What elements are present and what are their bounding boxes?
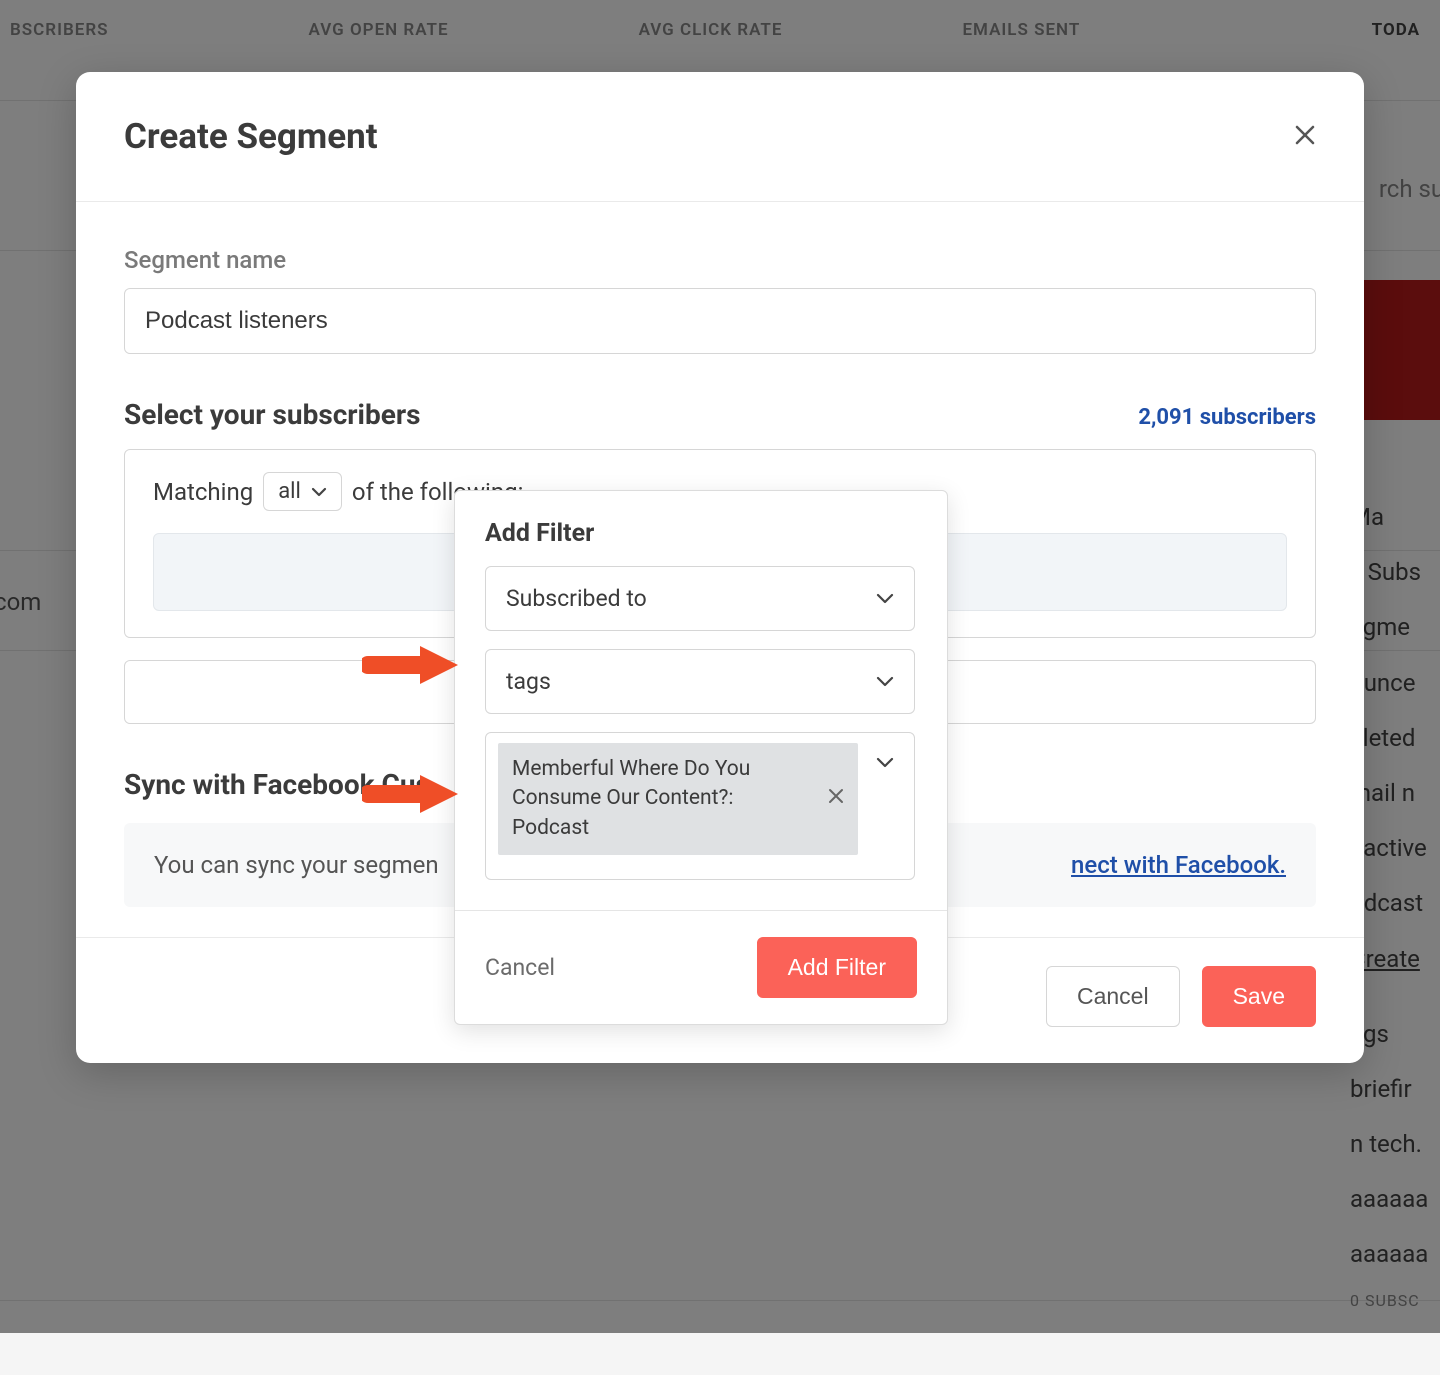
segment-name-input[interactable] [124, 288, 1316, 354]
remove-tag-icon[interactable] [828, 755, 844, 811]
filter-condition-select[interactable]: Subscribed to [485, 566, 915, 631]
modal-title: Create Segment [124, 116, 378, 157]
popover-footer: Cancel Add Filter [455, 910, 947, 1024]
add-filter-title: Add Filter [485, 519, 917, 548]
segment-name-label: Segment name [124, 246, 1316, 274]
chevron-down-icon [311, 487, 327, 497]
selected-tag-text: Memberful Where Do You Consume Our Conte… [512, 755, 812, 843]
filter-field-value: tags [506, 668, 551, 695]
chevron-down-icon [876, 593, 894, 604]
selected-tag-chip: Memberful Where Do You Consume Our Conte… [498, 743, 858, 855]
popover-add-filter-button[interactable]: Add Filter [757, 937, 917, 998]
chevron-down-icon [876, 743, 902, 768]
create-segment-modal: Create Segment Segment name Select your … [76, 72, 1364, 1063]
annotation-arrow-1 [362, 640, 462, 690]
filter-field-select[interactable]: tags [485, 649, 915, 714]
close-icon[interactable] [1294, 123, 1316, 151]
modal-header: Create Segment [76, 72, 1364, 202]
select-subscribers-title: Select your subscribers [124, 398, 420, 431]
sync-facebook-text: You can sync your segmen [154, 851, 439, 879]
subscriber-count[interactable]: 2,091 subscribers [1138, 405, 1316, 430]
chevron-down-icon [876, 676, 894, 687]
modal-cancel-button[interactable]: Cancel [1046, 966, 1180, 1027]
filter-tag-select[interactable]: Memberful Where Do You Consume Our Conte… [485, 732, 915, 880]
add-filter-popover: Add Filter Subscribed to tags Memberful [454, 490, 948, 1025]
filter-condition-value: Subscribed to [506, 585, 647, 612]
matching-mode-value: all [278, 479, 301, 504]
matching-prefix: Matching [153, 478, 253, 506]
matching-mode-select[interactable]: all [263, 472, 342, 511]
connect-facebook-link[interactable]: nect with Facebook. [1071, 851, 1286, 879]
modal-body: Segment name Select your subscribers 2,0… [76, 202, 1364, 937]
popover-cancel-button[interactable]: Cancel [485, 954, 555, 981]
annotation-arrow-2 [362, 769, 462, 819]
modal-save-button[interactable]: Save [1202, 966, 1316, 1027]
